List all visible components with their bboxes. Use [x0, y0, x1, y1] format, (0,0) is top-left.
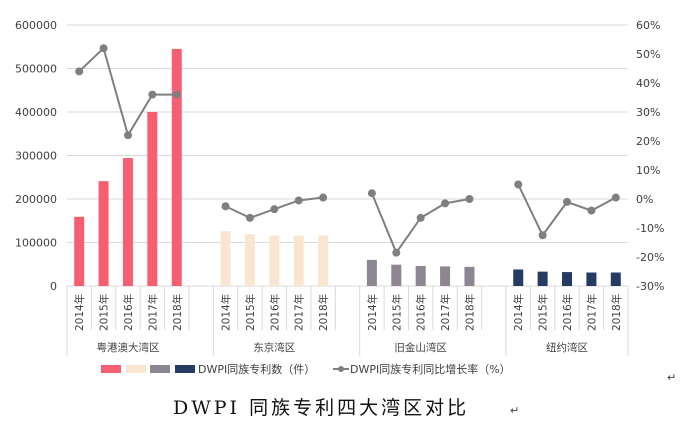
bar: [220, 231, 231, 286]
growth-point: [270, 205, 279, 214]
growth-point: [563, 197, 572, 206]
growth-point: [441, 199, 450, 208]
y-left-tick-label: 400000: [15, 106, 57, 119]
growth-point: [514, 180, 523, 189]
y-left-tick-label: 600000: [15, 19, 57, 32]
year-label: 2017年: [585, 294, 598, 331]
y-right-tick-label: -10%: [636, 222, 664, 235]
bar: [586, 272, 597, 286]
bar: [415, 265, 426, 286]
growth-point: [392, 248, 401, 257]
growth-point: [75, 67, 84, 76]
y-left-tick-label: 100000: [15, 237, 57, 250]
growth-point: [148, 90, 157, 99]
caption-return-mark: ↵: [510, 404, 519, 417]
bar: [244, 234, 255, 286]
bar: [171, 48, 182, 286]
growth-line: [78, 46, 177, 138]
growth-point: [294, 196, 303, 205]
bar: [513, 269, 524, 286]
legend-label-line: DWPI同族专利同比增长率（%）: [350, 362, 511, 376]
y-right-tick-label: -20%: [636, 251, 664, 264]
growth-point: [416, 213, 425, 222]
year-label: 2015年: [390, 294, 403, 331]
y-right-tick-label: 50%: [636, 48, 660, 61]
y-right-tick-label: 0%: [636, 193, 653, 206]
y-left-tick-label: 500000: [15, 63, 57, 76]
bar: [391, 264, 402, 286]
year-label: 2017年: [293, 294, 306, 331]
growth-point: [367, 189, 376, 198]
year-label: 2014年: [366, 294, 379, 331]
growth-line: [517, 184, 617, 238]
year-label: 2014年: [512, 294, 525, 331]
growth-point: [465, 195, 474, 203]
bar: [610, 272, 621, 286]
group-label: 纽约湾区: [546, 341, 588, 354]
y-left-tick-label: 0: [50, 280, 57, 293]
y-right-tick-label: 30%: [636, 106, 660, 119]
year-label: 2018年: [171, 294, 184, 331]
growth-point: [245, 213, 254, 222]
year-label: 2015年: [244, 294, 257, 331]
bar: [366, 259, 377, 286]
bar: [537, 271, 548, 286]
legend-swatch: [150, 365, 170, 373]
legend-label-bars: DWPI同族专利数（件）: [198, 362, 315, 376]
growth-point: [538, 231, 547, 240]
year-label: 2014年: [73, 294, 86, 331]
growth-point: [319, 193, 328, 202]
year-label: 2015年: [98, 294, 111, 331]
year-label: 2017年: [439, 294, 452, 331]
bar: [293, 235, 304, 286]
year-label: 2014年: [220, 294, 233, 331]
year-label: 2017年: [146, 294, 159, 331]
bar: [147, 112, 158, 286]
growth-point: [99, 44, 108, 53]
year-label: 2016年: [122, 294, 135, 331]
growth-point: [172, 90, 181, 99]
y-left-tick-label: 200000: [15, 193, 57, 206]
return-mark: ↵: [667, 371, 676, 384]
y-right-tick-label: 20%: [636, 135, 660, 148]
bar: [98, 181, 109, 286]
growth-point: [221, 202, 230, 211]
y-left-tick-label: 300000: [15, 150, 57, 163]
legend-swatch: [126, 365, 146, 373]
legend-swatch: [101, 365, 121, 373]
group-label: 东京湾区: [253, 341, 295, 354]
y-right-tick-label: 60%: [636, 19, 660, 32]
year-label: 2016年: [415, 294, 428, 331]
bar: [562, 272, 573, 286]
bar: [318, 235, 329, 286]
year-label: 2015年: [537, 294, 550, 331]
year-label: 2018年: [463, 294, 476, 331]
growth-point: [611, 193, 620, 202]
year-label: 2018年: [610, 294, 623, 331]
year-label: 2018年: [317, 294, 330, 331]
bar: [440, 266, 451, 286]
growth-point: [123, 131, 132, 140]
growth-point: [587, 206, 596, 215]
legend-swatch: [175, 365, 195, 373]
bar: [269, 235, 280, 286]
growth-line: [370, 192, 470, 255]
y-right-tick-label: -30%: [636, 280, 664, 293]
year-label: 2016年: [268, 294, 281, 331]
y-right-tick-label: 40%: [636, 77, 660, 90]
caption: DWPI 同族专利四大湾区对比: [173, 397, 469, 419]
y-right-tick-label: 10%: [636, 164, 660, 177]
legend-marker: [338, 366, 344, 372]
bar: [74, 216, 85, 286]
group-label: 粤港澳大湾区: [96, 341, 159, 354]
bar: [122, 158, 133, 286]
group-label: 旧金山湾区: [394, 341, 447, 354]
bar: [464, 266, 475, 286]
year-label: 2016年: [561, 294, 574, 331]
